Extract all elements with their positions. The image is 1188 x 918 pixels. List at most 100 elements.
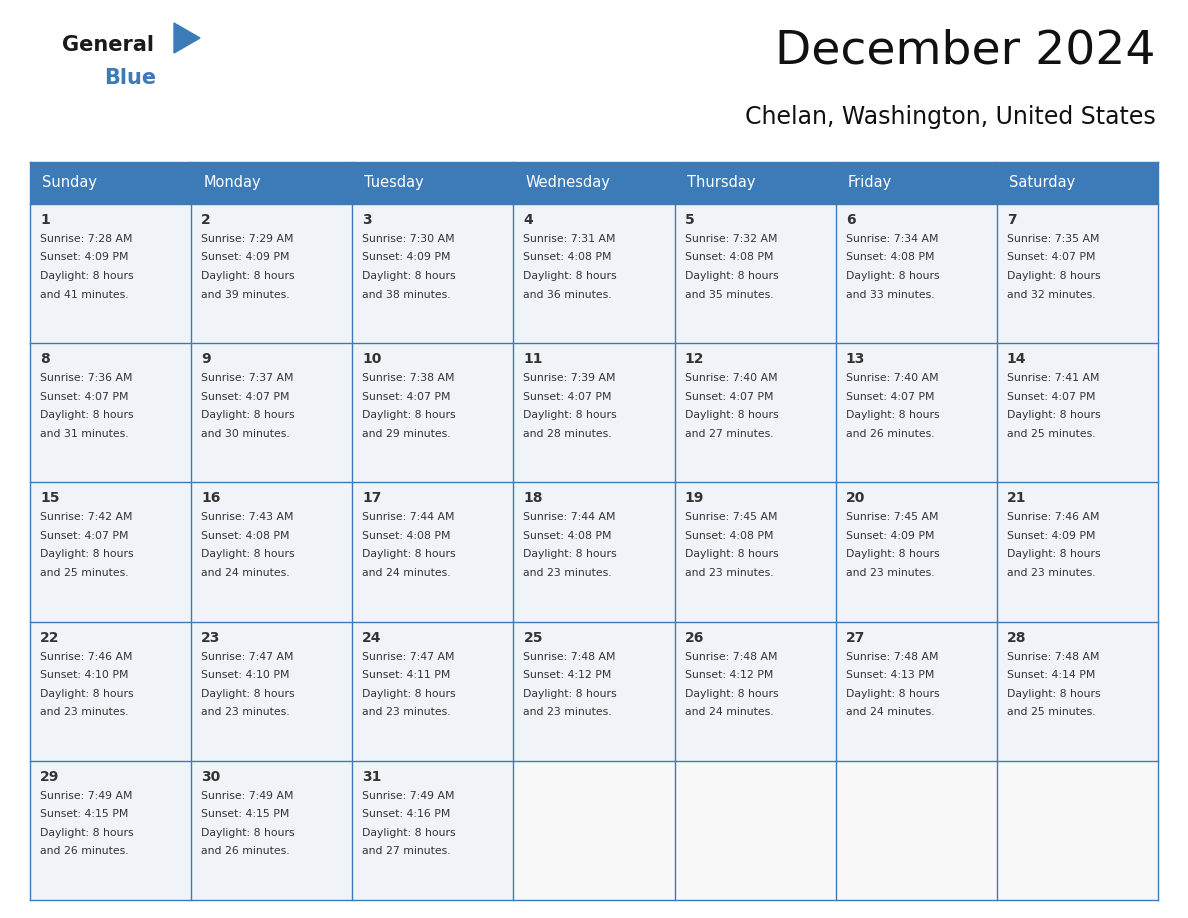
Text: Daylight: 8 hours: Daylight: 8 hours [40, 828, 133, 838]
Text: December 2024: December 2024 [776, 28, 1156, 73]
Text: and 24 minutes.: and 24 minutes. [846, 707, 934, 717]
Bar [353, 162, 513, 204]
Text: 1: 1 [40, 213, 50, 227]
Bar [191, 343, 353, 482]
Text: Friday: Friday [848, 175, 892, 191]
Text: Sunrise: 7:48 AM: Sunrise: 7:48 AM [524, 652, 615, 662]
Bar [513, 761, 675, 900]
Text: Sunrise: 7:42 AM: Sunrise: 7:42 AM [40, 512, 133, 522]
Text: 12: 12 [684, 353, 704, 366]
Text: Daylight: 8 hours: Daylight: 8 hours [201, 410, 295, 420]
Text: 9: 9 [201, 353, 210, 366]
Text: Sunrise: 7:28 AM: Sunrise: 7:28 AM [40, 234, 133, 244]
Text: Sunset: 4:08 PM: Sunset: 4:08 PM [684, 531, 773, 541]
Text: Sunset: 4:08 PM: Sunset: 4:08 PM [201, 531, 290, 541]
Text: 13: 13 [846, 353, 865, 366]
Text: Monday: Monday [203, 175, 261, 191]
Text: and 36 minutes.: and 36 minutes. [524, 289, 612, 299]
Text: Daylight: 8 hours: Daylight: 8 hours [846, 688, 940, 699]
Text: and 38 minutes.: and 38 minutes. [362, 289, 451, 299]
Text: Daylight: 8 hours: Daylight: 8 hours [1007, 271, 1100, 281]
Bar [191, 162, 353, 204]
Text: Sunrise: 7:34 AM: Sunrise: 7:34 AM [846, 234, 939, 244]
Text: Daylight: 8 hours: Daylight: 8 hours [684, 271, 778, 281]
Text: and 30 minutes.: and 30 minutes. [201, 429, 290, 439]
Text: Sunrise: 7:29 AM: Sunrise: 7:29 AM [201, 234, 293, 244]
Text: Sunrise: 7:47 AM: Sunrise: 7:47 AM [362, 652, 455, 662]
Bar [513, 162, 675, 204]
Text: 4: 4 [524, 213, 533, 227]
Text: Sunrise: 7:35 AM: Sunrise: 7:35 AM [1007, 234, 1099, 244]
Text: Daylight: 8 hours: Daylight: 8 hours [846, 271, 940, 281]
Text: and 23 minutes.: and 23 minutes. [524, 568, 612, 578]
Text: Sunrise: 7:37 AM: Sunrise: 7:37 AM [201, 374, 293, 383]
Text: Thursday: Thursday [687, 175, 756, 191]
Bar [997, 204, 1158, 343]
Bar [353, 482, 513, 621]
Text: Sunset: 4:08 PM: Sunset: 4:08 PM [846, 252, 934, 263]
Polygon shape [173, 23, 200, 53]
Text: Sunrise: 7:40 AM: Sunrise: 7:40 AM [846, 374, 939, 383]
Text: Sunset: 4:09 PM: Sunset: 4:09 PM [40, 252, 128, 263]
Text: and 35 minutes.: and 35 minutes. [684, 289, 773, 299]
Text: 10: 10 [362, 353, 381, 366]
Bar [835, 343, 997, 482]
Text: Sunset: 4:07 PM: Sunset: 4:07 PM [684, 392, 773, 402]
Text: Sunset: 4:08 PM: Sunset: 4:08 PM [524, 252, 612, 263]
Text: Sunset: 4:09 PM: Sunset: 4:09 PM [1007, 531, 1095, 541]
Text: Daylight: 8 hours: Daylight: 8 hours [201, 688, 295, 699]
Text: Sunrise: 7:41 AM: Sunrise: 7:41 AM [1007, 374, 1099, 383]
Text: and 27 minutes.: and 27 minutes. [684, 429, 773, 439]
Text: Sunset: 4:07 PM: Sunset: 4:07 PM [362, 392, 450, 402]
Text: 3: 3 [362, 213, 372, 227]
Text: 26: 26 [684, 631, 704, 644]
Bar [30, 761, 191, 900]
Text: Sunrise: 7:48 AM: Sunrise: 7:48 AM [684, 652, 777, 662]
Text: and 23 minutes.: and 23 minutes. [846, 568, 934, 578]
Text: Sunrise: 7:38 AM: Sunrise: 7:38 AM [362, 374, 455, 383]
Text: Sunset: 4:07 PM: Sunset: 4:07 PM [40, 531, 128, 541]
Text: Sunrise: 7:40 AM: Sunrise: 7:40 AM [684, 374, 777, 383]
Text: Daylight: 8 hours: Daylight: 8 hours [846, 410, 940, 420]
Text: Sunset: 4:12 PM: Sunset: 4:12 PM [684, 670, 773, 680]
Text: Chelan, Washington, United States: Chelan, Washington, United States [745, 105, 1156, 129]
Text: Sunrise: 7:45 AM: Sunrise: 7:45 AM [684, 512, 777, 522]
Text: Daylight: 8 hours: Daylight: 8 hours [684, 688, 778, 699]
Bar [191, 621, 353, 761]
Text: 23: 23 [201, 631, 221, 644]
Text: Sunset: 4:08 PM: Sunset: 4:08 PM [684, 252, 773, 263]
Text: Sunrise: 7:49 AM: Sunrise: 7:49 AM [40, 790, 133, 800]
Text: and 25 minutes.: and 25 minutes. [40, 568, 128, 578]
Text: and 31 minutes.: and 31 minutes. [40, 429, 128, 439]
Text: General: General [62, 35, 154, 55]
Bar [835, 482, 997, 621]
Bar [30, 162, 191, 204]
Bar [30, 621, 191, 761]
Text: Sunset: 4:07 PM: Sunset: 4:07 PM [846, 392, 934, 402]
Text: and 29 minutes.: and 29 minutes. [362, 429, 451, 439]
Bar [513, 204, 675, 343]
Text: Daylight: 8 hours: Daylight: 8 hours [362, 410, 456, 420]
Text: Daylight: 8 hours: Daylight: 8 hours [846, 549, 940, 559]
Bar [675, 343, 835, 482]
Bar [353, 621, 513, 761]
Text: Daylight: 8 hours: Daylight: 8 hours [362, 688, 456, 699]
Bar [675, 621, 835, 761]
Text: Sunset: 4:12 PM: Sunset: 4:12 PM [524, 670, 612, 680]
Text: 25: 25 [524, 631, 543, 644]
Text: Sunset: 4:10 PM: Sunset: 4:10 PM [201, 670, 290, 680]
Text: Sunset: 4:07 PM: Sunset: 4:07 PM [201, 392, 290, 402]
Text: 30: 30 [201, 770, 221, 784]
Text: and 28 minutes.: and 28 minutes. [524, 429, 612, 439]
Text: Sunrise: 7:45 AM: Sunrise: 7:45 AM [846, 512, 939, 522]
Text: and 27 minutes.: and 27 minutes. [362, 846, 451, 856]
Text: Sunset: 4:09 PM: Sunset: 4:09 PM [846, 531, 934, 541]
Bar [353, 204, 513, 343]
Text: 2: 2 [201, 213, 211, 227]
Text: 7: 7 [1007, 213, 1017, 227]
Bar [191, 482, 353, 621]
Text: Sunrise: 7:44 AM: Sunrise: 7:44 AM [362, 512, 455, 522]
Text: Sunrise: 7:30 AM: Sunrise: 7:30 AM [362, 234, 455, 244]
Text: and 32 minutes.: and 32 minutes. [1007, 289, 1095, 299]
Text: Sunrise: 7:49 AM: Sunrise: 7:49 AM [201, 790, 293, 800]
